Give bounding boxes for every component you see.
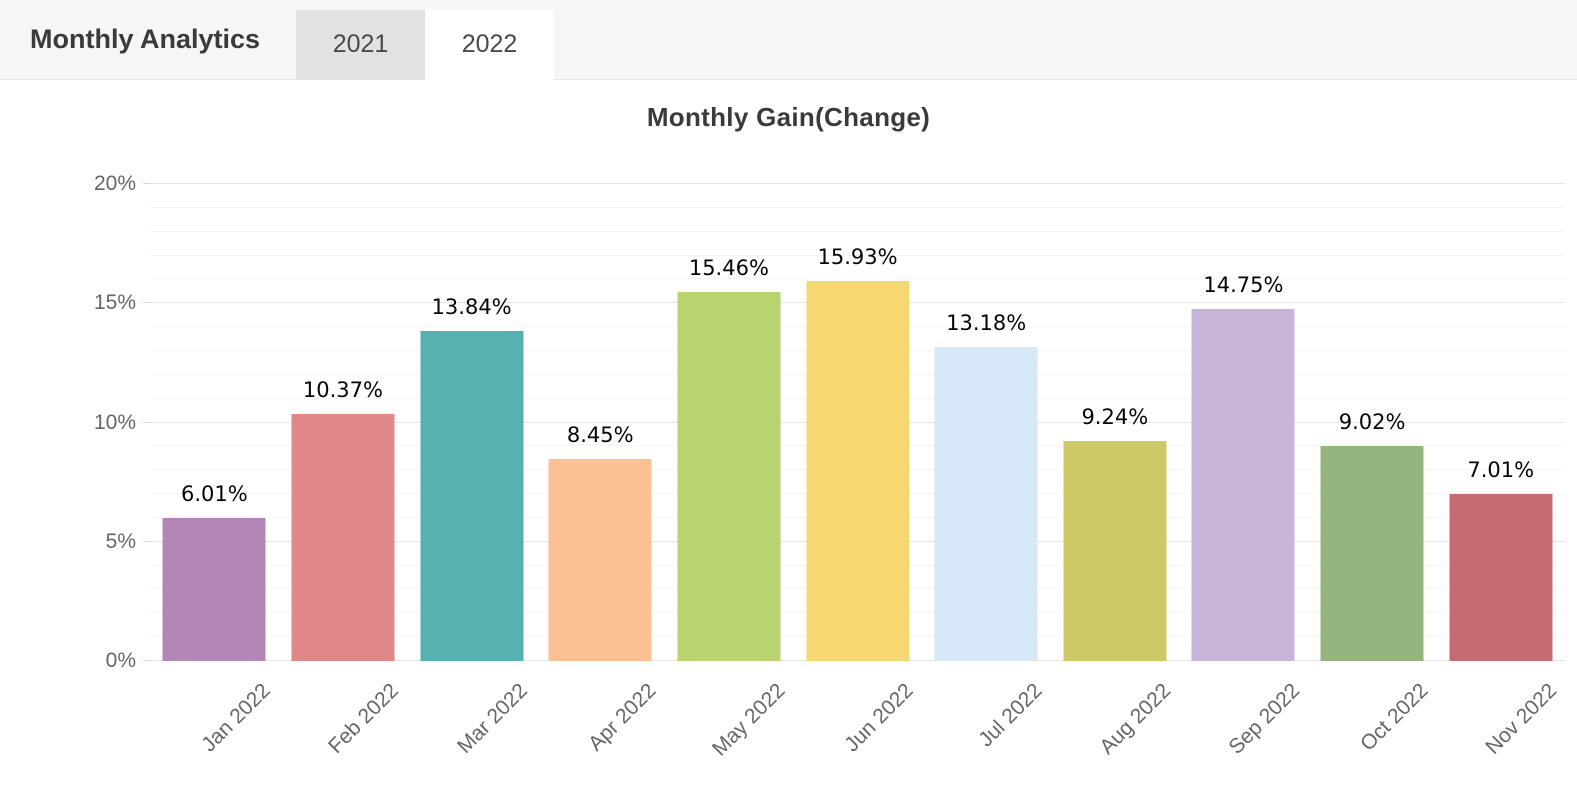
x-axis-slot: Aug 2022 <box>1050 663 1179 793</box>
y-axis-tick-label: 10% <box>93 410 136 434</box>
bar-may-2022[interactable] <box>677 292 781 661</box>
x-axis-slot: Jun 2022 <box>793 663 922 793</box>
bar-value-label: 13.84% <box>431 294 512 319</box>
bar-slot: 13.84% <box>407 184 536 661</box>
x-axis-category-label: Mar 2022 <box>452 679 532 758</box>
bar-slots: 6.01% 10.37% 13.84% 8.45% 15.46% 15.93% 13.18%… <box>150 184 1565 661</box>
bar-slot: 15.93% <box>793 184 922 661</box>
bar-apr-2022[interactable] <box>548 459 652 661</box>
tab-2021[interactable]: 2021 <box>296 10 426 79</box>
plot-area: 0% 5% 10% 15% 20% 6.01% 10.37% 13.84% 8.45% 15.46… <box>94 172 1565 672</box>
y-axis-tick-label: 20% <box>93 172 136 195</box>
x-axis-category-label: Sep 2022 <box>1223 679 1304 759</box>
y-axis-tick-label: 5% <box>105 529 136 553</box>
bar-aug-2022[interactable] <box>1063 440 1167 661</box>
x-axis-category-label: Nov 2022 <box>1481 679 1561 759</box>
x-axis-slot: May 2022 <box>665 663 794 793</box>
x-axis-category-label: Jun 2022 <box>840 679 918 757</box>
x-axis-slot: Jul 2022 <box>922 663 1051 793</box>
gridline-minor <box>150 278 1565 280</box>
x-axis-category-label: Jul 2022 <box>974 679 1047 752</box>
gridline-major <box>143 183 1565 184</box>
bar-value-label: 10.37% <box>302 377 383 402</box>
bar-slot: 9.02% <box>1308 184 1437 661</box>
y-axis-tick-label: 15% <box>93 291 136 315</box>
page-title: Monthly Analytics <box>30 24 261 54</box>
chart-section: Monthly Gain(Change) 0% 5% 10% 15% 20% 6.01% 1… <box>0 80 1577 807</box>
bar-value-label: 13.18% <box>946 310 1027 335</box>
bar-value-label: 15.93% <box>817 245 898 270</box>
bar-value-label: 6.01% <box>180 481 248 506</box>
bar-value-label: 14.75% <box>1203 273 1284 298</box>
x-axis-category-label: May 2022 <box>707 679 790 761</box>
x-axis-category-label: Jan 2022 <box>197 679 275 757</box>
bar-slot: 15.46% <box>665 184 794 661</box>
x-axis-category-label: Aug 2022 <box>1095 679 1176 759</box>
bar-slot: 14.75% <box>1179 184 1308 661</box>
bar-nov-2022[interactable] <box>1449 493 1553 661</box>
bar-slot: 10.37% <box>279 184 408 661</box>
bar-jul-2022[interactable] <box>934 346 1038 661</box>
bar-value-label: 8.45% <box>566 423 634 448</box>
x-axis-slot: Nov 2022 <box>1436 663 1565 793</box>
bar-value-label: 9.02% <box>1338 409 1406 434</box>
bar-slot: 6.01% <box>150 184 279 661</box>
tab-2022[interactable]: 2022 <box>425 10 555 88</box>
bar-oct-2022[interactable] <box>1320 445 1424 661</box>
bar-jan-2022[interactable] <box>162 517 266 661</box>
x-axis-labels: Jan 2022 Feb 2022 Mar 2022 Apr 2022 May 2022… <box>150 663 1565 793</box>
y-axis-tick-label: 0% <box>105 649 136 672</box>
x-axis-slot: Jan 2022 <box>150 663 279 793</box>
x-axis-slot: Sep 2022 <box>1179 663 1308 793</box>
bar-value-label: 9.24% <box>1081 404 1149 429</box>
gridline-minor <box>150 254 1565 256</box>
x-axis-slot: Apr 2022 <box>536 663 665 793</box>
gridline-minor <box>150 206 1565 208</box>
bar-sep-2022[interactable] <box>1191 309 1295 661</box>
bar-value-label: 7.01% <box>1467 457 1535 482</box>
bar-slot: 7.01% <box>1436 184 1565 661</box>
bar-slot: 8.45% <box>536 184 665 661</box>
bar-mar-2022[interactable] <box>420 330 524 661</box>
header-bar: Monthly Analytics 2021 2022 <box>0 0 1577 88</box>
x-axis-category-label: Feb 2022 <box>324 679 404 759</box>
x-axis-slot: Feb 2022 <box>279 663 408 793</box>
gridline-minor <box>150 230 1565 232</box>
x-axis-category-label: Oct 2022 <box>1355 679 1433 756</box>
bar-jun-2022[interactable] <box>806 281 910 661</box>
bar-slot: 13.18% <box>922 184 1051 661</box>
x-axis-slot: Oct 2022 <box>1308 663 1437 793</box>
chart-title: Monthly Gain(Change) <box>646 102 931 132</box>
year-tabs: 2021 2022 <box>296 0 555 88</box>
x-axis-slot: Mar 2022 <box>407 663 536 793</box>
bar-slot: 9.24% <box>1050 184 1179 661</box>
bar-feb-2022[interactable] <box>291 413 395 661</box>
bar-value-label: 15.46% <box>688 256 769 281</box>
x-axis-category-label: Apr 2022 <box>583 679 661 756</box>
